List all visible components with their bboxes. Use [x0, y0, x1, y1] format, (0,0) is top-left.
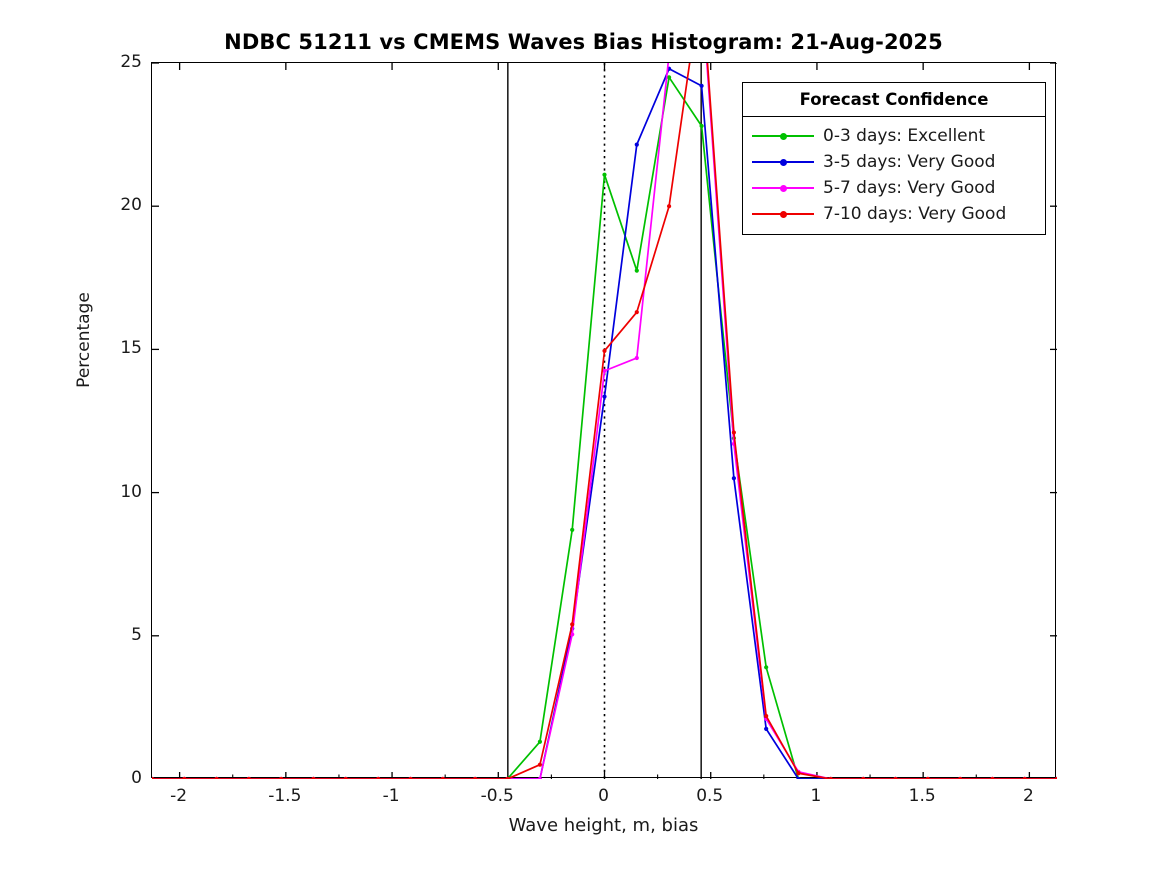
x-tick-label: 1.5	[908, 786, 936, 806]
legend-item-1[interactable]: 3-5 days: Very Good	[743, 149, 1045, 175]
series-3	[152, 63, 1057, 779]
plot-canvas	[152, 63, 1057, 779]
legend-color-swatch	[752, 181, 814, 195]
data-point	[764, 713, 769, 719]
legend-item-3[interactable]: 7-10 days: Very Good	[743, 201, 1045, 227]
data-point	[699, 83, 704, 89]
data-point	[990, 776, 995, 779]
x-tick-label: -0.5	[480, 786, 514, 806]
data-point	[893, 776, 898, 779]
data-point	[731, 430, 736, 435]
legend-color-swatch	[752, 155, 814, 169]
legend-title: Forecast Confidence	[743, 83, 1045, 117]
data-point	[731, 476, 736, 481]
data-point	[152, 776, 155, 779]
data-point	[214, 776, 219, 779]
data-point	[505, 776, 510, 779]
data-point	[764, 726, 769, 731]
data-point	[311, 776, 316, 779]
y-axis-tick-labels: 0 5 10 15 20 25	[76, 52, 142, 788]
data-point	[958, 776, 963, 779]
legend-item-0[interactable]: 0-3 days: Excellent	[743, 123, 1045, 149]
legend-item-label: 3-5 days: Very Good	[823, 152, 996, 172]
x-tick-label: 0	[598, 786, 609, 806]
x-tick-label: 0.5	[696, 786, 724, 806]
data-point	[602, 172, 607, 177]
data-point	[602, 348, 607, 353]
x-axis-label: Wave height, m, bias	[508, 815, 699, 836]
data-point	[925, 776, 930, 779]
y-tick-label: 5	[131, 624, 142, 645]
legend-color-swatch	[752, 207, 814, 221]
data-point	[537, 739, 543, 744]
data-point	[796, 771, 801, 776]
data-point	[764, 665, 769, 670]
x-tick-label: -1.5	[268, 786, 302, 806]
data-point	[1054, 776, 1057, 779]
y-tick-label: 15	[120, 338, 142, 359]
data-point	[602, 368, 607, 373]
data-point	[634, 310, 639, 315]
data-point	[634, 268, 639, 273]
data-point	[570, 632, 575, 637]
legend-item-label: 7-10 days: Very Good	[823, 204, 1007, 224]
data-point	[343, 776, 348, 779]
x-tick-label: 2	[1022, 786, 1034, 806]
legend-item-label: 0-3 days: Excellent	[823, 126, 986, 146]
data-point	[376, 776, 381, 779]
data-point	[666, 75, 672, 80]
data-point	[440, 776, 445, 779]
data-point	[182, 776, 187, 779]
data-point	[861, 776, 866, 779]
legend-item-2[interactable]: 5-7 days: Very Good	[743, 175, 1045, 201]
data-point	[279, 776, 284, 779]
data-point	[634, 142, 639, 147]
y-tick-label: 0	[131, 768, 142, 788]
x-tick-label: 1	[810, 786, 822, 806]
y-tick-label: 25	[120, 52, 142, 72]
data-point	[246, 776, 251, 779]
data-point	[828, 776, 833, 779]
legend-item-label: 5-7 days: Very Good	[823, 178, 996, 198]
x-axis-tick-labels: -2 -1.5 -1 -0.5 0 0.5 1 1.5 2	[151, 786, 1056, 812]
legend-color-swatch	[752, 129, 814, 143]
data-point	[537, 776, 543, 779]
x-tick-label: -1	[382, 786, 400, 806]
chart-title: NDBC 51211 vs CMEMS Waves Bias Histogram…	[224, 30, 943, 54]
data-point	[796, 776, 801, 779]
data-point	[699, 123, 704, 129]
data-point	[666, 204, 672, 209]
data-point	[408, 776, 413, 779]
y-axis-label: Percentage	[74, 292, 94, 388]
data-point	[570, 527, 575, 532]
legend[interactable]: Forecast Confidence 0-3 days: Excellent 3…	[742, 82, 1046, 235]
data-point	[1022, 776, 1027, 779]
data-point	[634, 355, 639, 361]
y-tick-label: 20	[120, 195, 142, 216]
data-point	[473, 776, 478, 779]
data-point	[570, 622, 575, 627]
x-tick-label: -2	[170, 786, 188, 806]
data-point	[537, 762, 543, 767]
y-tick-label: 10	[120, 481, 142, 502]
legend-items: 0-3 days: Excellent 3-5 days: Very Good 5-…	[743, 117, 1045, 234]
data-point	[602, 394, 607, 399]
